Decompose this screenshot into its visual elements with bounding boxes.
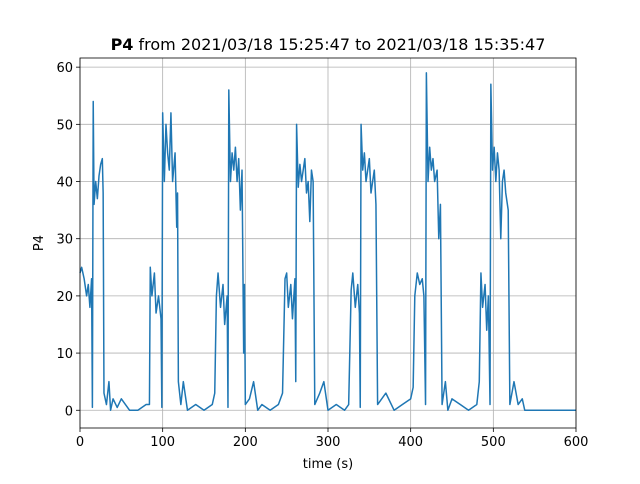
- x-tick-label: 400: [398, 435, 423, 450]
- chart-title: P4 from 2021/03/18 15:25:47 to 2021/03/1…: [111, 35, 546, 54]
- title-bold: P4: [111, 35, 134, 54]
- y-tick-label: 30: [56, 233, 73, 248]
- x-axis-label: time (s): [303, 457, 353, 472]
- x-tick-label: 300: [316, 435, 341, 450]
- y-tick-label: 50: [56, 118, 73, 133]
- y-tick-label: 60: [56, 61, 73, 76]
- x-tick-label: 200: [233, 435, 258, 450]
- data-line: [79, 72, 576, 412]
- x-tick-label: 500: [481, 435, 506, 450]
- x-tick-label: 600: [564, 435, 589, 450]
- y-tick-label: 0: [65, 404, 73, 419]
- x-tick-label: 100: [150, 435, 175, 450]
- plot-frame: [79, 57, 577, 429]
- y-tick-label: 20: [56, 290, 73, 305]
- x-tick-label: 0: [76, 435, 84, 450]
- y-tick-label: 10: [56, 347, 73, 362]
- title-range: from 2021/03/18 15:25:47 to 2021/03/18 1…: [139, 35, 546, 54]
- y-axis-label: P4: [32, 235, 47, 251]
- y-tick-label: 40: [56, 176, 73, 191]
